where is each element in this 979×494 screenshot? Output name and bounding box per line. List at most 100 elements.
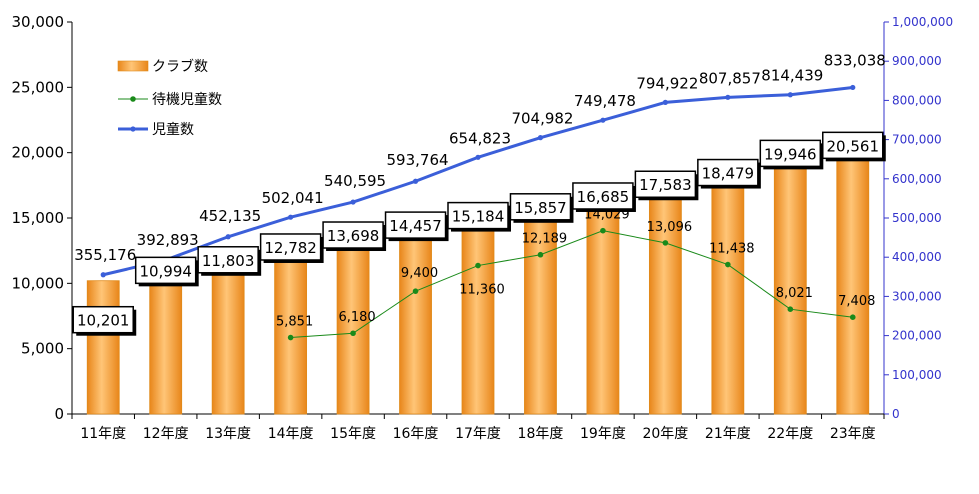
point-children: [100, 272, 106, 278]
x-tick-label: 14年度: [268, 426, 314, 442]
legend-label: 児童数: [152, 121, 194, 138]
right-tick-label: 900,000: [892, 54, 942, 68]
left-tick-label: 20,000: [12, 144, 65, 162]
legend-swatch-point: [130, 126, 136, 132]
x-tick-label: 12年度: [143, 426, 189, 442]
bar-club-count: [86, 280, 120, 415]
label-children: 355,176: [74, 246, 136, 264]
label-club-text: 12,782: [264, 239, 317, 257]
label-box: [259, 233, 322, 261]
x-tick-label: 22年度: [767, 426, 813, 442]
right-tick-label: 300,000: [892, 289, 942, 303]
left-tick-label: 25,000: [12, 78, 65, 96]
label-club-count: 17,583: [634, 170, 699, 201]
point-children: [288, 214, 294, 220]
label-club-text: 10,994: [139, 262, 192, 280]
label-club-text: 16,685: [577, 188, 630, 206]
axes: 0 5,000 10,000 15,000 20,000 25,000 30,000 0 100…: [12, 13, 954, 442]
point-waiting: [287, 334, 294, 341]
label-club-text: 18,479: [702, 165, 755, 183]
bar-club-count: [274, 246, 308, 415]
x-tick-label: 13年度: [205, 426, 251, 442]
label-club-count: 15,184: [447, 201, 511, 232]
label-waiting: 5,851: [276, 315, 313, 330]
label-club-count: 15,857: [509, 193, 574, 223]
label-waiting: 6,180: [338, 310, 375, 325]
right-tick-label: 600,000: [892, 172, 942, 186]
bar-club-count: [336, 234, 370, 415]
right-tick-label: 200,000: [892, 329, 942, 343]
label-box: [822, 131, 884, 160]
left-tick-label: 5,000: [21, 340, 64, 358]
label-waiting: 9,400: [401, 266, 438, 281]
x-tick-label: 16年度: [393, 426, 439, 442]
label-children: 704,982: [511, 110, 573, 128]
point-children: [412, 178, 419, 184]
label-waiting: 11,360: [459, 283, 505, 298]
label-club-count: 11,803: [197, 246, 262, 276]
point-waiting: [537, 251, 544, 258]
label-club-count: 14,457: [384, 211, 449, 242]
right-tick-label: 700,000: [892, 133, 942, 147]
right-tick-label: 1,000,000: [892, 15, 953, 29]
label-children: 814,439: [761, 67, 823, 85]
legend-label: クラブ数: [152, 58, 208, 75]
point-children: [787, 92, 793, 98]
point-waiting: [787, 306, 794, 312]
left-tick-label: 10,000: [12, 274, 65, 292]
label-club-text: 14,457: [389, 217, 442, 235]
bar-club-count: [461, 215, 495, 415]
label-club-count: 20,561: [822, 131, 886, 162]
label-waiting: 13,096: [647, 220, 693, 235]
label-box: [197, 246, 259, 274]
x-tick-label: 18年度: [518, 426, 564, 442]
label-club-text: 17,583: [639, 176, 692, 194]
label-club-text: 13,698: [327, 227, 380, 245]
point-children: [475, 154, 481, 160]
label-children: 833,038: [824, 51, 886, 69]
point-waiting: [350, 330, 356, 337]
label-children: 540,595: [324, 172, 386, 190]
label-children: 452,135: [199, 207, 261, 225]
x-tick-label: 23年度: [830, 426, 876, 442]
label-children: 807,857: [699, 69, 761, 87]
label-box: [72, 305, 134, 334]
bar-club-count: [211, 259, 245, 415]
label-box: [384, 211, 447, 239]
label-box: [759, 139, 822, 168]
label-club-count: 12,782: [259, 233, 324, 263]
bar-club-count: [773, 152, 807, 415]
point-waiting: [662, 240, 669, 246]
point-children: [537, 135, 544, 141]
label-club-count: 16,685: [572, 182, 636, 212]
label-box: [697, 158, 759, 187]
right-tick-label: 400,000: [892, 250, 942, 264]
right-tick-label: 800,000: [892, 93, 942, 107]
point-children: [850, 84, 856, 91]
x-tick-label: 19年度: [580, 426, 626, 442]
bar-club-count: [399, 224, 432, 415]
right-tick-label: 100,000: [892, 368, 942, 382]
label-box: [447, 201, 509, 230]
label-club-text: 11,803: [202, 252, 255, 270]
point-children: [662, 99, 668, 105]
label-box: [572, 182, 634, 210]
x-tick-label: 20年度: [642, 426, 688, 442]
bars: [86, 144, 870, 415]
point-waiting: [725, 261, 731, 268]
point-children: [725, 94, 731, 100]
label-children: 502,041: [262, 189, 324, 207]
label-club-text: 19,946: [764, 145, 817, 163]
point-waiting: [600, 227, 606, 234]
label-club-count: 19,946: [759, 139, 824, 170]
data-labels: 355,176392,893452,135502,041540,595593,7…: [72, 51, 886, 336]
left-tick-label: 0: [54, 405, 64, 423]
label-club-count: 13,698: [322, 221, 387, 252]
label-club-text: 20,561: [827, 137, 880, 155]
point-waiting: [412, 288, 419, 294]
label-box: [322, 221, 384, 249]
label-children: 593,764: [387, 151, 449, 169]
line-waiting: [290, 230, 853, 339]
